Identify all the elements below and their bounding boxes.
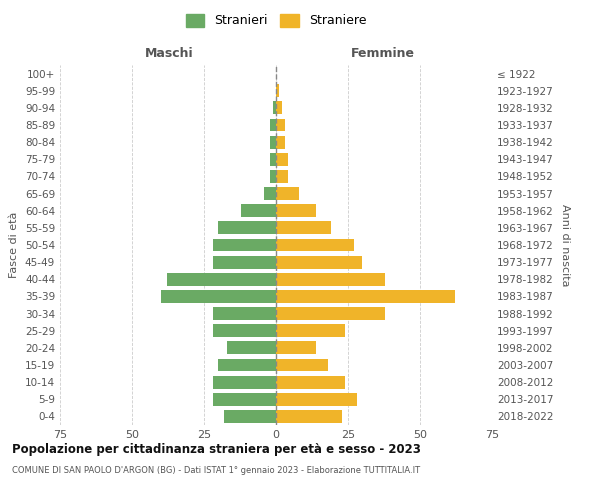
- Bar: [227, 342, 276, 354]
- Bar: [276, 102, 282, 114]
- Bar: [276, 170, 287, 183]
- Bar: [276, 324, 345, 337]
- Y-axis label: Anni di nascita: Anni di nascita: [560, 204, 570, 286]
- Bar: [212, 393, 276, 406]
- Bar: [270, 170, 276, 183]
- Bar: [212, 324, 276, 337]
- Bar: [276, 273, 385, 285]
- Bar: [224, 410, 276, 423]
- Bar: [273, 102, 276, 114]
- Bar: [241, 204, 276, 217]
- Bar: [270, 136, 276, 148]
- Text: Maschi: Maschi: [145, 47, 194, 60]
- Bar: [276, 393, 356, 406]
- Bar: [276, 307, 385, 320]
- Bar: [270, 153, 276, 166]
- Text: Popolazione per cittadinanza straniera per età e sesso - 2023: Popolazione per cittadinanza straniera p…: [12, 442, 421, 456]
- Bar: [276, 187, 299, 200]
- Bar: [276, 136, 284, 148]
- Text: Femmine: Femmine: [350, 47, 415, 60]
- Bar: [276, 153, 287, 166]
- Legend: Stranieri, Straniere: Stranieri, Straniere: [181, 8, 371, 32]
- Bar: [270, 118, 276, 132]
- Bar: [161, 290, 276, 303]
- Bar: [276, 84, 279, 97]
- Bar: [276, 376, 345, 388]
- Bar: [167, 273, 276, 285]
- Y-axis label: Fasce di età: Fasce di età: [10, 212, 19, 278]
- Bar: [212, 238, 276, 252]
- Bar: [276, 222, 331, 234]
- Bar: [265, 187, 276, 200]
- Bar: [276, 290, 455, 303]
- Bar: [276, 410, 342, 423]
- Bar: [276, 238, 354, 252]
- Bar: [212, 307, 276, 320]
- Bar: [212, 376, 276, 388]
- Bar: [276, 358, 328, 372]
- Bar: [218, 358, 276, 372]
- Bar: [212, 256, 276, 268]
- Bar: [276, 342, 316, 354]
- Bar: [276, 256, 362, 268]
- Bar: [276, 204, 316, 217]
- Bar: [218, 222, 276, 234]
- Bar: [276, 118, 284, 132]
- Text: COMUNE DI SAN PAOLO D'ARGON (BG) - Dati ISTAT 1° gennaio 2023 - Elaborazione TUT: COMUNE DI SAN PAOLO D'ARGON (BG) - Dati …: [12, 466, 420, 475]
